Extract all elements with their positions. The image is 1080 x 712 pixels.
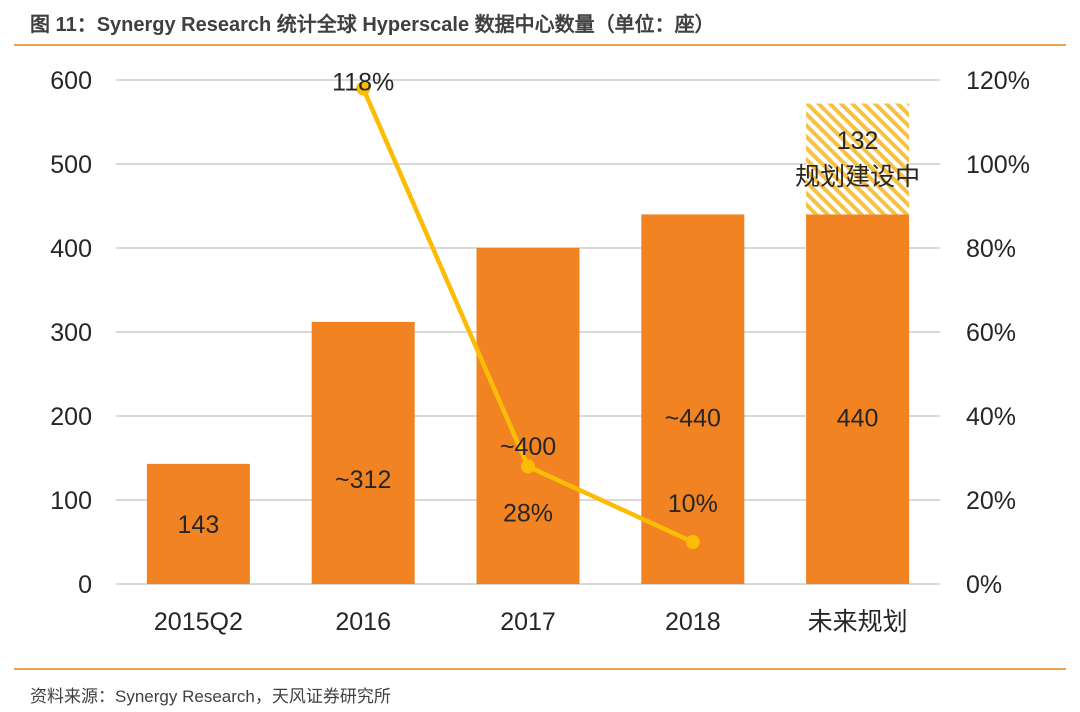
y-left-tick-label: 100 bbox=[50, 487, 92, 515]
x-category-label: 2016 bbox=[335, 608, 391, 636]
source-row: 资料来源：Synergy Research，天风证券研究所 bbox=[14, 668, 1066, 712]
planned-value-label: 132 bbox=[837, 127, 879, 155]
y-left-tick-label: 600 bbox=[50, 67, 92, 95]
bar-value-label: ~400 bbox=[500, 433, 556, 461]
x-category-label: 未来规划 bbox=[808, 608, 908, 636]
y-left-tick-label: 400 bbox=[50, 235, 92, 263]
title-row: 图 11：Synergy Research 统计全球 Hyperscale 数据… bbox=[14, 0, 1066, 46]
growth-point bbox=[685, 535, 700, 549]
bar-value-label: ~312 bbox=[335, 466, 391, 494]
figure-title: 图 11：Synergy Research 统计全球 Hyperscale 数据… bbox=[30, 14, 715, 36]
growth-point bbox=[521, 459, 535, 474]
y-right-tick-label: 60% bbox=[966, 319, 1016, 347]
bar-value-label: 143 bbox=[178, 511, 220, 539]
bar-2018 bbox=[641, 214, 745, 584]
y-right-tick-label: 20% bbox=[966, 487, 1016, 515]
planned-note-label: 规划建设中 bbox=[795, 163, 920, 191]
growth-value-label: 118% bbox=[332, 68, 394, 96]
bar-2016 bbox=[311, 321, 415, 584]
y-right-tick-label: 100% bbox=[966, 151, 1030, 179]
growth-point bbox=[356, 81, 371, 96]
y-left-tick-label: 500 bbox=[50, 151, 92, 179]
y-right-tick-label: 40% bbox=[966, 403, 1016, 431]
bar-2015Q2 bbox=[146, 463, 250, 584]
x-category-label: 2018 bbox=[665, 608, 721, 636]
bar-未来规划 bbox=[806, 214, 910, 584]
x-category-label: 2015Q2 bbox=[154, 608, 243, 636]
y-right-tick-label: 0% bbox=[966, 571, 1002, 599]
growth-value-label: 28% bbox=[503, 499, 553, 527]
growth-value-label: 10% bbox=[668, 490, 718, 518]
y-left-tick-label: 0 bbox=[78, 571, 92, 599]
y-right-tick-label: 120% bbox=[966, 67, 1030, 95]
x-category-label: 2017 bbox=[500, 608, 556, 636]
hyperscale-chart: 0 100 200 300 400 500 600 0% 20% 40% 60% 80% 100% 12… bbox=[50, 67, 1030, 636]
source-note: 资料来源：Synergy Research，天风证券研究所 bbox=[30, 687, 391, 706]
bar-value-label: 440 bbox=[837, 405, 879, 433]
bar-2017 bbox=[476, 248, 580, 584]
bar-value-label: ~440 bbox=[665, 405, 721, 433]
y-left-tick-label: 200 bbox=[50, 403, 92, 431]
y-left-tick-label: 300 bbox=[50, 319, 92, 347]
planned-segment-bar bbox=[806, 103, 910, 215]
y-right-tick-label: 80% bbox=[966, 235, 1016, 263]
